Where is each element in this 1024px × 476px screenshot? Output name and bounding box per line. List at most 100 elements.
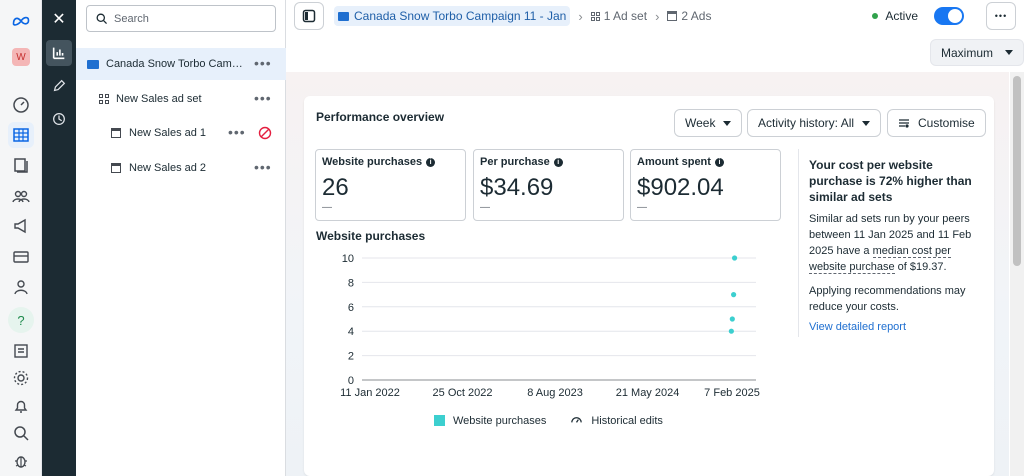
kpi-value: $902.04 [637,174,724,201]
audiences-icon[interactable] [8,183,34,209]
sidebar-toggle-icon [302,9,316,23]
search-placeholder: Search [114,12,149,25]
scrollbar[interactable] [1010,72,1024,476]
billing-card-icon[interactable] [8,244,34,270]
breadcrumb-ads[interactable]: 2 Ads [667,9,711,23]
insight-panel: Your cost per website purchase is 72% hi… [809,157,985,333]
x-tick-label: 25 Oct 2022 [433,387,493,399]
more-options-icon[interactable]: ••• [228,124,246,140]
y-tick-label: 8 [348,277,354,289]
activity-label: Activity history: All [758,116,855,130]
tree-item-adset[interactable]: New Sales ad set ••• [76,83,286,115]
more-options-button[interactable]: ••• [986,2,1016,30]
ad-icon [667,11,678,21]
news-icon[interactable] [8,338,34,364]
history-clock-icon[interactable] [46,106,72,132]
insight-heading: Your cost per website purchase is 72% hi… [809,158,972,204]
help-icon[interactable]: ? [8,307,34,333]
tree-item-ad[interactable]: New Sales ad 1 ••• [76,117,286,149]
tree-item-campaign[interactable]: Canada Snow Torbo Campa... ••• [76,48,286,80]
y-tick-label: 6 [348,302,354,314]
people-icon[interactable] [8,274,34,300]
tree-item-label: New Sales ad set [116,93,202,105]
maximum-label: Maximum [941,45,994,60]
scrollbar-thumb[interactable] [1013,76,1021,266]
data-point[interactable] [728,328,734,334]
notifications-bell-icon[interactable] [8,393,34,419]
kpi-title: Per purchase [480,156,550,168]
activity-history-dropdown[interactable]: Activity history: All [747,109,882,137]
breadcrumb-campaign-label: Canada Snow Torbo Campaign 11 - Jan [354,9,567,23]
kpi-delta: — [322,202,332,213]
global-nav-rail: W ? [0,0,42,476]
data-point[interactable] [731,255,738,261]
adset-grid-icon [99,94,109,104]
search-input[interactable]: Search [86,5,276,32]
historical-edits-icon [571,417,583,423]
x-tick-label: 11 Jan 2022 [340,387,400,399]
settings-gear-icon[interactable] [8,365,34,391]
insight-body: Similar ad sets run by your peers betwee… [809,211,985,275]
account-avatar[interactable]: W [8,44,34,70]
more-options-icon[interactable]: ••• [254,159,272,175]
chevron-right-icon: › [655,8,660,24]
ads-manager-table-icon[interactable] [8,122,34,148]
kpi-delta: — [480,202,490,213]
x-tick-label: 8 Aug 2023 [527,387,583,399]
kpi-card-amount-spent[interactable]: Amount spent i $902.04 — [630,149,781,221]
data-point[interactable] [729,316,735,322]
pages-icon[interactable] [8,152,34,178]
megaphone-icon[interactable] [8,213,34,239]
kpi-value: $34.69 [480,174,554,201]
dashboard-icon[interactable] [8,92,34,118]
meta-logo-icon[interactable] [8,8,34,34]
week-dropdown[interactable]: Week [674,109,743,137]
insight-divider [798,149,799,337]
info-icon[interactable]: i [426,157,436,167]
customise-label: Customise [918,116,975,130]
data-point[interactable] [731,292,737,298]
search-icon[interactable] [8,420,34,446]
kpi-delta: — [637,202,647,213]
error-prohibited-icon [258,126,272,140]
more-options-icon[interactable]: ••• [254,55,272,71]
edit-pencil-icon[interactable] [46,73,72,99]
kpi-card-website-purchases[interactable]: Website purchases i 26 — [315,149,466,221]
chevron-right-icon: › [578,8,583,24]
status-label: Active [885,9,918,23]
caret-down-icon [723,120,732,126]
insight-body-text: of $19.37. [894,261,947,273]
performance-overview-card: Performance overview Week Activity histo… [304,96,994,476]
info-icon[interactable]: i [714,157,724,167]
x-tick-label: 21 May 2024 [616,387,680,399]
breadcrumb-campaign[interactable]: Canada Snow Torbo Campaign 11 - Jan [334,6,571,26]
y-tick-label: 4 [348,326,354,338]
legend-label[interactable]: Historical edits [591,414,663,427]
ad-icon [111,128,121,138]
customise-button[interactable]: Customise [887,109,986,137]
y-tick-label: 2 [348,351,354,363]
insight-body-text: Similar ad sets run by your peers betwee… [809,213,972,257]
folder-icon [87,59,99,69]
more-options-icon[interactable]: ••• [254,90,272,106]
kpi-title: Website purchases [322,156,423,168]
performance-chart-icon[interactable] [46,40,72,66]
tree-item-label: New Sales ad 2 [129,162,207,174]
active-toggle[interactable] [934,7,964,25]
bug-report-icon[interactable] [8,448,34,474]
legend-label[interactable]: Website purchases [453,414,547,427]
breadcrumb-ads-label: 2 Ads [681,9,712,23]
maximum-dropdown[interactable]: Maximum [930,39,1024,66]
kpi-card-per-purchase[interactable]: Per purchase i $34.69 — [473,149,624,221]
median-cost-link[interactable]: median cost per website purchase [809,245,951,274]
close-icon[interactable]: ✕ [52,11,66,28]
folder-icon [338,11,349,21]
breadcrumb-adsets[interactable]: 1 Ad set [590,9,647,23]
caret-down-icon [862,120,871,126]
tree-item-ad[interactable]: New Sales ad 2 ••• [76,152,286,184]
info-icon[interactable]: i [553,157,563,167]
campaign-tree: Search Canada Snow Torbo Campa... ••• Ne… [76,0,286,476]
chart-legend: Website purchases Historical edits [434,414,663,427]
toggle-panel-button[interactable] [294,2,324,30]
view-detailed-report-link[interactable]: View detailed report [809,321,907,333]
